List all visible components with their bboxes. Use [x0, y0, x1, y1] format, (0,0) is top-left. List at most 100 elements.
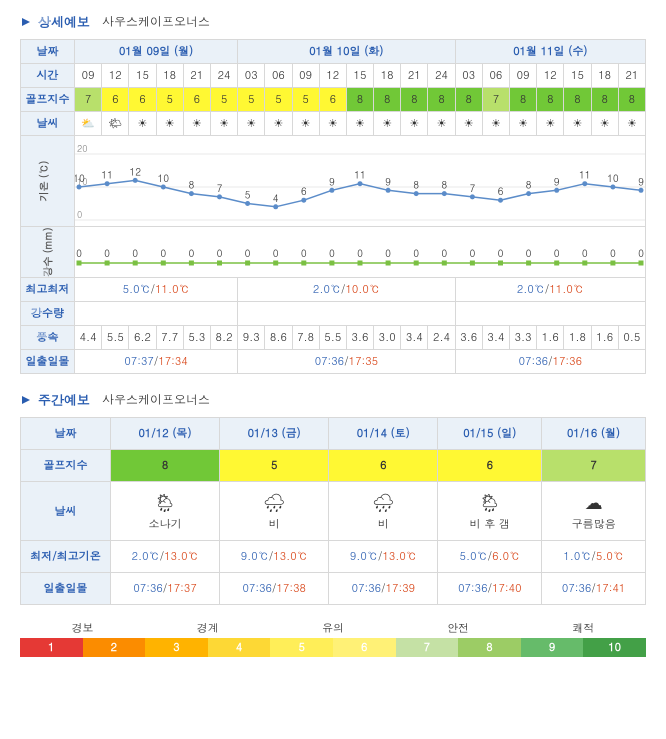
weather-icon: ☀ — [319, 112, 346, 136]
sun-cell: 07:37/17:34 — [75, 350, 238, 374]
golf-cell: 6 — [129, 88, 156, 112]
svg-text:0: 0 — [498, 246, 504, 260]
wk-date-label: 날짜 — [21, 418, 111, 450]
hour-cell: 15 — [129, 64, 156, 88]
hour-cell: 03 — [238, 64, 265, 88]
wind-label: 풍속 — [21, 326, 75, 350]
wind-cell: 5.5 — [102, 326, 129, 350]
wk-weather-icon: 🌧 — [222, 490, 326, 515]
legend-label: 안전 — [396, 619, 521, 638]
wk-sun-cell: 07:36/17:40 — [438, 573, 542, 605]
legend-label: 경보 — [20, 619, 145, 638]
wk-sun-cell: 07:36/17:39 — [329, 573, 438, 605]
precip-label: 강수량 — [21, 302, 75, 326]
legend-cell: 9 — [521, 638, 584, 657]
detail-title: 상세예보 — [38, 12, 90, 31]
svg-text:6: 6 — [301, 184, 307, 198]
hour-cell: 06 — [265, 64, 292, 88]
wk-date-header: 01/12 (목) — [111, 418, 220, 450]
weekly-title: 주간예보 — [38, 390, 90, 409]
hour-cell: 15 — [346, 64, 373, 88]
hilow-cell: 2.0℃/11.0℃ — [455, 278, 645, 302]
hour-cell: 21 — [618, 64, 645, 88]
svg-text:11: 11 — [579, 168, 591, 182]
golf-cell: 8 — [374, 88, 401, 112]
svg-text:0: 0 — [77, 208, 82, 221]
wind-cell: 7.8 — [292, 326, 319, 350]
hour-cell: 21 — [183, 64, 210, 88]
hour-cell: 18 — [156, 64, 183, 88]
svg-text:5: 5 — [245, 188, 251, 202]
weather-icon: ☀ — [346, 112, 373, 136]
wk-date-header: 01/14 (토) — [329, 418, 438, 450]
svg-text:0: 0 — [301, 246, 307, 260]
weather-icon: ☀ — [455, 112, 482, 136]
golf-cell: 8 — [618, 88, 645, 112]
weather-icon: ☀ — [537, 112, 564, 136]
wind-cell: 2.4 — [428, 326, 455, 350]
wind-cell: 0.5 — [618, 326, 645, 350]
golf-cell: 5 — [238, 88, 265, 112]
weather-icon: ☀ — [183, 112, 210, 136]
weather-icon: ☀ — [591, 112, 618, 136]
wk-weather-icon: 🌦 — [440, 490, 539, 515]
bullet-icon — [20, 16, 32, 28]
svg-text:10: 10 — [607, 171, 619, 185]
wind-cell: 3.3 — [510, 326, 537, 350]
weather-icon: ☀ — [156, 112, 183, 136]
wk-hilow-label: 최저/최고기온 — [21, 541, 111, 573]
svg-text:0: 0 — [217, 246, 223, 260]
svg-text:0: 0 — [413, 246, 419, 260]
wk-date-header: 01/16 (월) — [542, 418, 646, 450]
hour-cell: 12 — [319, 64, 346, 88]
wk-weather-text: 비 — [269, 517, 280, 532]
wk-weather-text: 소나기 — [149, 517, 182, 532]
weather-icon: ☀ — [564, 112, 591, 136]
wk-golf-cell: 6 — [329, 450, 438, 482]
svg-text:0: 0 — [273, 246, 279, 260]
golf-cell: 5 — [210, 88, 237, 112]
wind-cell: 9.3 — [238, 326, 265, 350]
wk-hilow-cell: 5.0℃/6.0℃ — [438, 541, 542, 573]
svg-text:7: 7 — [469, 181, 475, 195]
svg-text:20: 20 — [77, 142, 88, 155]
svg-text:0: 0 — [188, 246, 194, 260]
wk-weather-cell: ☁구름많음 — [542, 482, 646, 541]
time-label: 시간 — [21, 64, 75, 88]
svg-text:0: 0 — [526, 246, 532, 260]
golf-cell: 6 — [102, 88, 129, 112]
detail-table: 날짜01월 09일 (월)01월 10일 (화)01월 11일 (수) 시간09… — [20, 39, 646, 374]
wind-cell: 8.6 — [265, 326, 292, 350]
svg-text:12: 12 — [129, 164, 141, 178]
svg-text:0: 0 — [160, 246, 166, 260]
hour-cell: 09 — [510, 64, 537, 88]
precip-axis-label: 강수 (mm) — [21, 227, 75, 278]
svg-text:0: 0 — [385, 246, 391, 260]
wk-weather-cell: 🌧비 — [329, 482, 438, 541]
wind-cell: 4.4 — [75, 326, 102, 350]
weekly-location: 사우스케이프오너스 — [102, 391, 210, 408]
svg-text:0: 0 — [638, 246, 644, 260]
temp-chart: 010201011121087546911988768911109 — [75, 136, 645, 226]
temp-axis-label: 기온 (℃) — [21, 136, 75, 227]
hour-cell: 18 — [374, 64, 401, 88]
wk-hilow-cell: 1.0℃/5.0℃ — [542, 541, 646, 573]
hour-cell: 21 — [401, 64, 428, 88]
wk-golf-cell: 7 — [542, 450, 646, 482]
hour-cell: 24 — [428, 64, 455, 88]
golf-label: 골프지수 — [21, 88, 75, 112]
wk-hilow-cell: 9.0℃/13.0℃ — [329, 541, 438, 573]
wk-weather-icon: 🌦 — [113, 490, 217, 515]
legend-label: 유의 — [270, 619, 395, 638]
wk-sun-cell: 07:36/17:37 — [111, 573, 220, 605]
svg-text:0: 0 — [76, 246, 82, 260]
wk-hilow-cell: 2.0℃/13.0℃ — [111, 541, 220, 573]
svg-text:11: 11 — [101, 168, 113, 182]
weather-icon: ☀ — [292, 112, 319, 136]
legend-label: 쾌적 — [521, 619, 646, 638]
weather-icon: ☀ — [482, 112, 509, 136]
legend-cell: 7 — [396, 638, 459, 657]
svg-text:0: 0 — [582, 246, 588, 260]
svg-text:0: 0 — [357, 246, 363, 260]
golf-cell: 8 — [591, 88, 618, 112]
